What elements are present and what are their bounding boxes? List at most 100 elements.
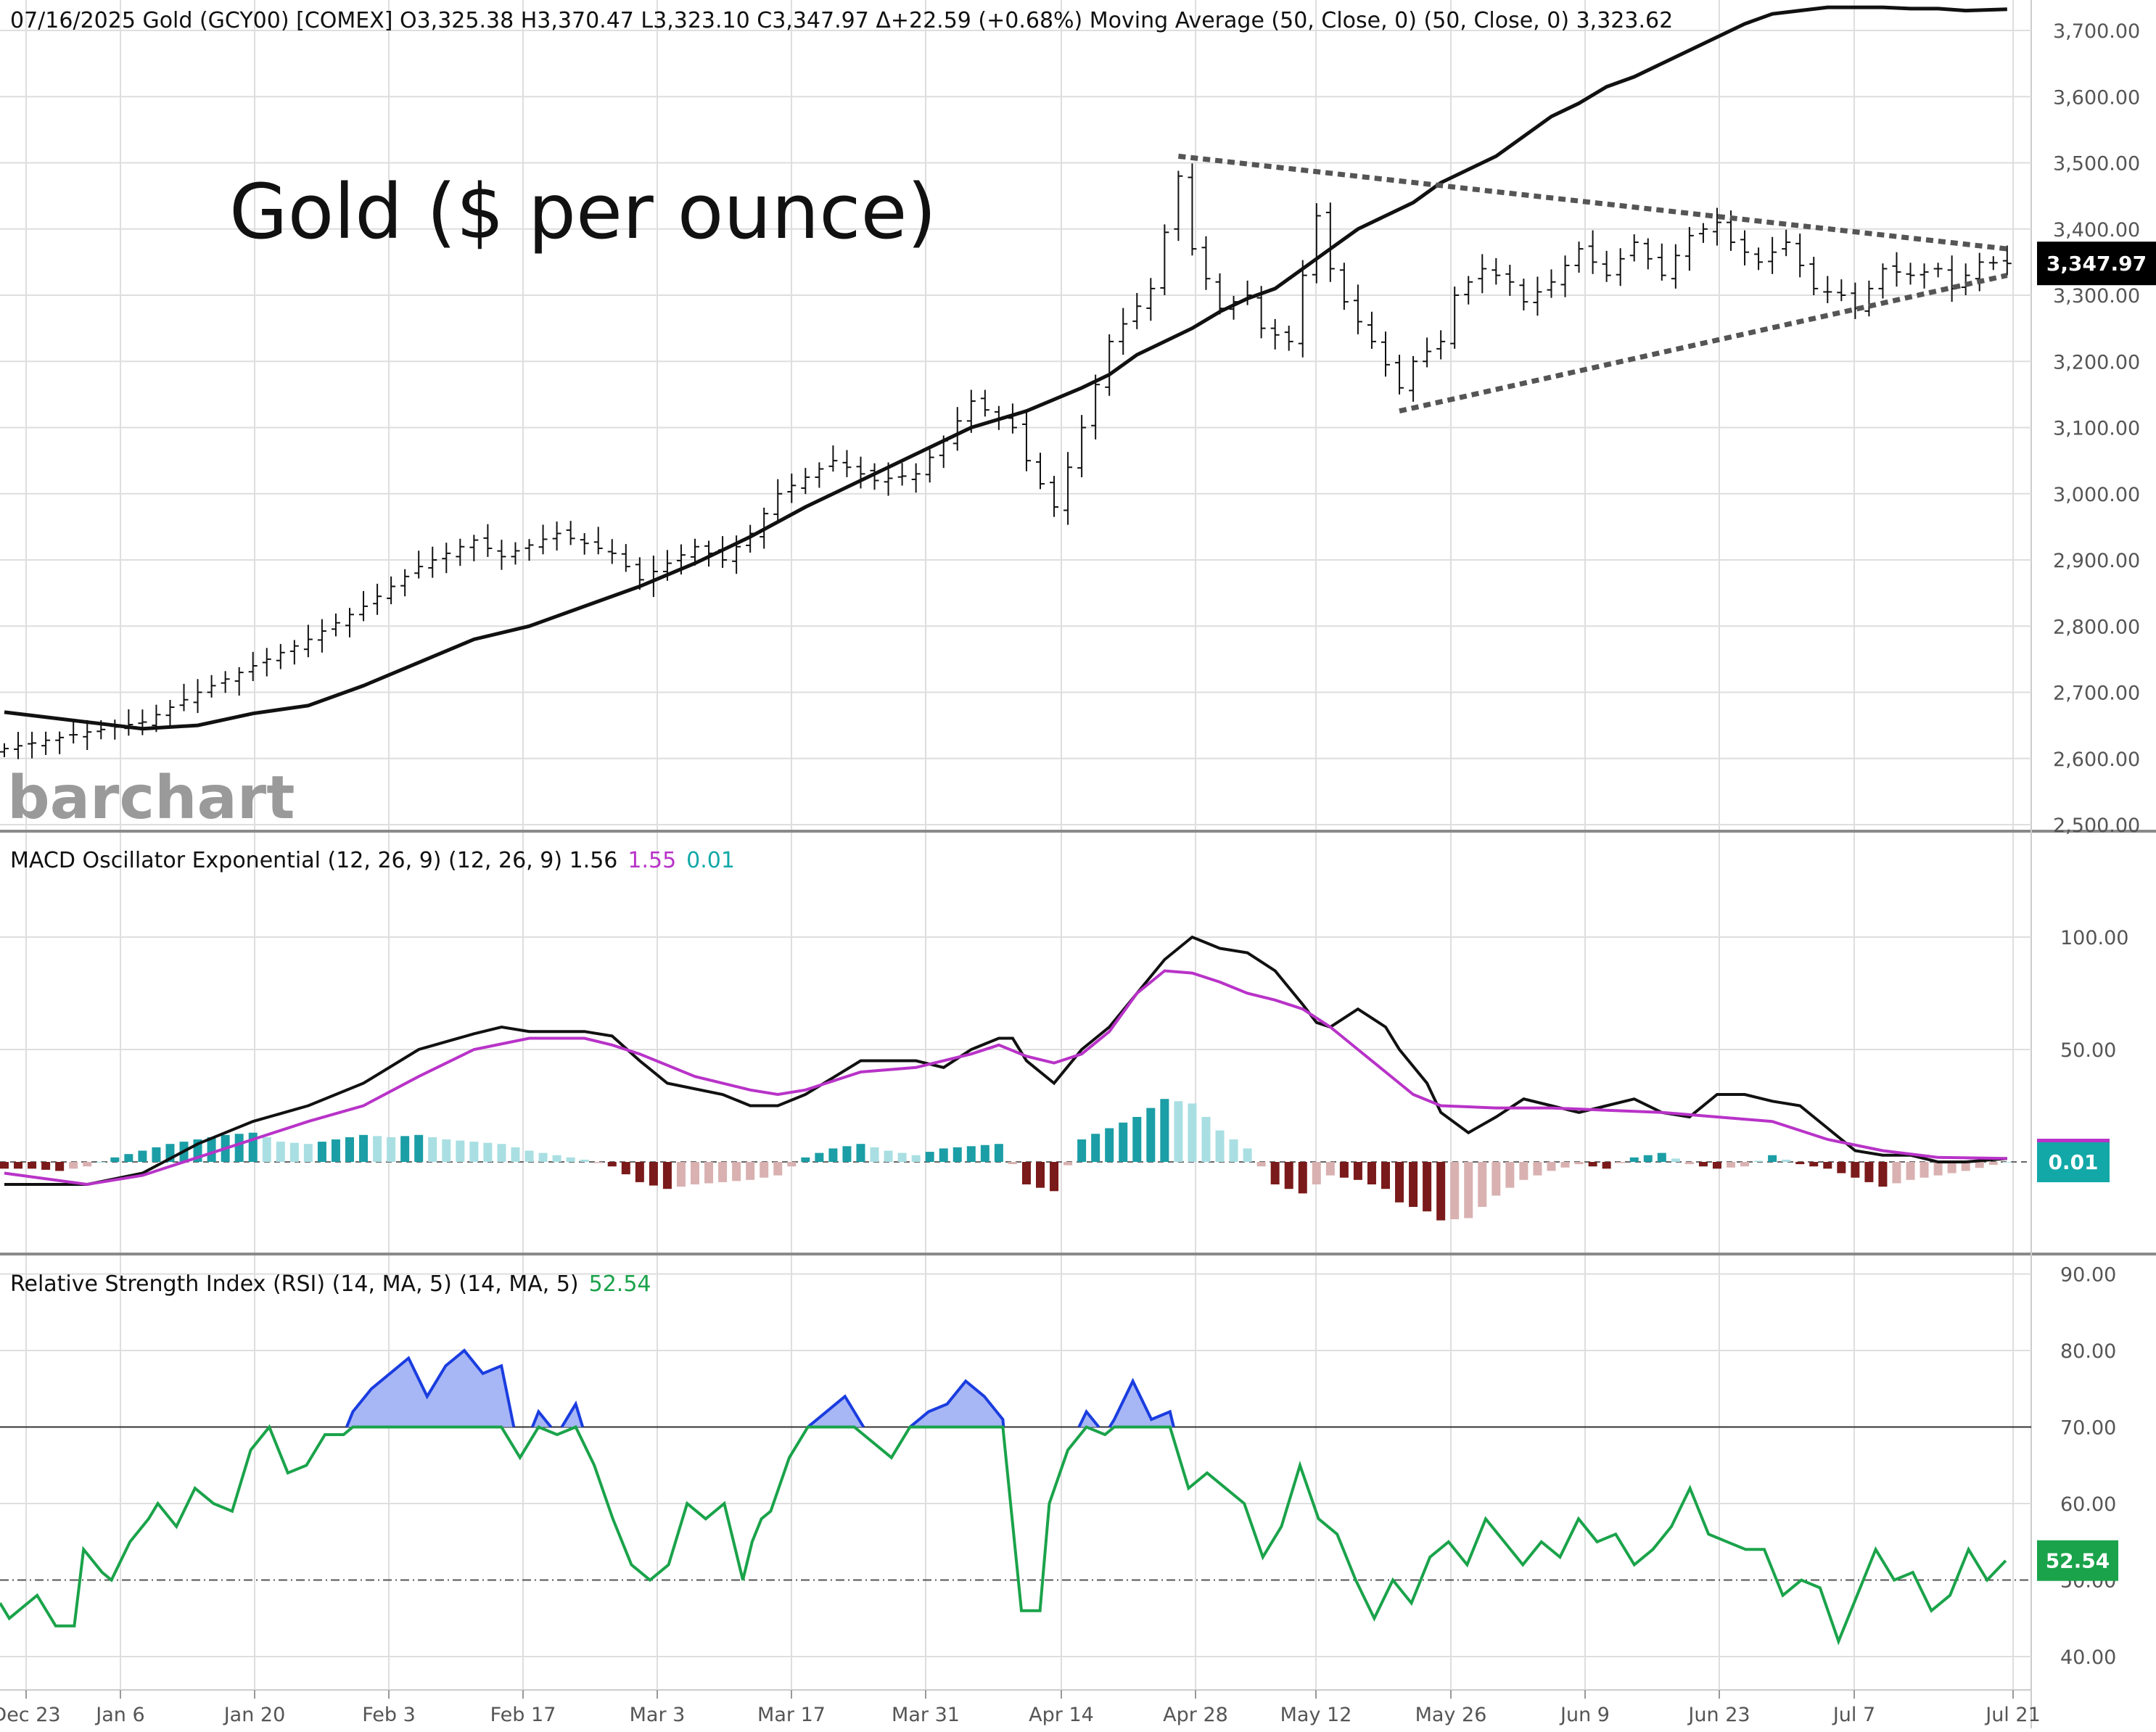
macd-histogram-bar: [580, 1159, 589, 1162]
macd-histogram-bar: [691, 1162, 699, 1184]
macd-histogram-bar: [980, 1145, 989, 1162]
macd-histogram-bar: [152, 1147, 161, 1162]
macd-histogram-bar: [1270, 1162, 1280, 1184]
rsi-tick-label: 90.00: [2060, 1264, 2116, 1287]
macd-histogram-bar: [1201, 1117, 1211, 1162]
macd-histogram-bar: [1740, 1162, 1750, 1167]
macd-histogram-bar: [1657, 1152, 1666, 1162]
macd-histogram-bar: [607, 1162, 617, 1167]
x-tick-label: Mar 17: [757, 1704, 826, 1726]
macd-histogram-bar: [1864, 1162, 1874, 1182]
rsi-overbought-fill: [346, 1350, 514, 1427]
macd-histogram-bar: [469, 1142, 479, 1162]
x-tick-label: Feb 3: [362, 1704, 416, 1726]
macd-histogram-bar: [870, 1147, 879, 1162]
macd-histogram-bar: [1298, 1162, 1307, 1194]
rsi-line: [0, 1424, 2007, 1646]
rsi-overbought-line-segment: [909, 1379, 1005, 1429]
macd-histogram-bar: [1284, 1162, 1293, 1189]
price-tick-label: 3,500.00: [2053, 153, 2140, 176]
macd-histogram-bar: [110, 1157, 120, 1162]
macd-histogram-bar: [14, 1162, 23, 1169]
macd-histogram-bar: [704, 1162, 714, 1184]
macd-histogram-bar: [1505, 1162, 1515, 1188]
macd-histogram-bar: [414, 1134, 424, 1162]
macd-histogram-bar: [1325, 1162, 1335, 1176]
macd-histogram-bar: [649, 1162, 658, 1186]
rsi-header-label: Relative Strength Index (RSI) (14, MA, 5…: [10, 1271, 579, 1297]
macd-histogram-bar: [124, 1154, 133, 1162]
price-tick-label: 2,900.00: [2053, 550, 2140, 572]
y-axis: 3,700.00 3,600.00 3,500.00 3,400.00 3,300.00…: [2037, 20, 2156, 1669]
trendline-upper: [1178, 153, 2008, 252]
macd-histogram-bar: [1215, 1130, 1225, 1162]
macd-hist-value: 0.01: [686, 848, 735, 873]
macd-histogram-bar: [538, 1152, 548, 1162]
quote-header: 07/16/2025 Gold (GCY00) [COMEX] O3,325.3…: [10, 8, 1673, 33]
macd-histogram-bar: [1063, 1162, 1073, 1166]
macd-histogram-bar: [1091, 1134, 1100, 1162]
watermark-logo: barchart: [7, 764, 295, 833]
macd-histogram-bar: [1809, 1162, 1819, 1167]
macd-histogram-bar: [635, 1162, 644, 1182]
macd-histogram-bar: [621, 1162, 630, 1175]
price-tick-label: 2,500.00: [2053, 815, 2140, 837]
macd-histogram-bar: [1436, 1162, 1446, 1221]
macd-histogram-bar: [952, 1147, 962, 1162]
rsi-tick-label: 80.00: [2060, 1340, 2116, 1363]
macd-histogram-bar: [842, 1146, 852, 1162]
macd-histogram-bar: [1602, 1162, 1611, 1169]
macd-histogram-bar: [897, 1152, 907, 1162]
macd-histogram-bar: [1050, 1162, 1059, 1192]
macd-histogram-bar: [0, 1162, 9, 1169]
macd-histogram-bar: [746, 1162, 755, 1180]
price-tick-label: 3,300.00: [2053, 285, 2140, 308]
macd-histogram-bar: [1768, 1155, 1777, 1162]
macd-histogram-bar: [1795, 1162, 1805, 1165]
macd-histogram-bar: [1988, 1162, 1998, 1166]
macd-histogram-bar: [1961, 1162, 1970, 1171]
macd-histogram-bar: [1036, 1162, 1045, 1188]
x-tick-label: Apr 28: [1163, 1704, 1228, 1726]
macd-histogram-bar: [718, 1162, 728, 1182]
rsi-tick-label: 70.00: [2060, 1417, 2116, 1440]
macd-histogram-bar: [828, 1148, 838, 1162]
macd-histogram-bar: [234, 1134, 244, 1162]
macd-histogram-bar: [662, 1162, 672, 1189]
macd-histogram-bar: [1381, 1162, 1390, 1189]
price-tick-label: 2,700.00: [2053, 683, 2140, 705]
macd-header-label: MACD Oscillator Exponential (12, 26, 9) …: [10, 848, 617, 873]
x-tick-label: Apr 14: [1029, 1704, 1094, 1726]
rsi-overbought-line-segment: [1077, 1409, 1100, 1428]
macd-tick-label: 50.00: [2060, 1039, 2116, 1062]
macd-histogram-bar: [1423, 1162, 1432, 1212]
macd-histogram-bar: [511, 1147, 520, 1162]
x-tick-label: May 26: [1415, 1704, 1487, 1726]
macd-histogram-bar: [1671, 1158, 1680, 1162]
rsi-overbought-line-segment: [345, 1348, 516, 1428]
macd-histogram-bar: [1712, 1162, 1721, 1169]
macd-histogram-bar: [1851, 1162, 1860, 1178]
rsi-header: Relative Strength Index (RSI) (14, MA, 5…: [10, 1271, 651, 1297]
macd-histogram-bar: [1188, 1103, 1197, 1162]
macd-line: [4, 935, 2007, 1186]
macd-histogram-bar: [497, 1144, 506, 1162]
rsi-overbought-fill: [910, 1381, 1004, 1427]
macd-histogram-bar: [1519, 1162, 1528, 1180]
rsi-overbought-line-segment: [531, 1409, 553, 1428]
macd-signal-line: [4, 969, 2007, 1187]
macd-histogram-bar: [1395, 1162, 1404, 1203]
rsi-overbought-line-segment: [1108, 1377, 1175, 1428]
x-tick-label: Jun 9: [1559, 1704, 1610, 1726]
macd-histogram-bar: [359, 1134, 369, 1162]
macd-histogram-bar: [1160, 1099, 1169, 1162]
rsi-overbought-line-segment: [807, 1394, 865, 1429]
macd-histogram-bar: [732, 1162, 741, 1182]
x-tick-label: Jun 23: [1687, 1704, 1750, 1726]
macd-value-label: 0.01: [2048, 1150, 2098, 1174]
macd-histogram-bar: [1533, 1162, 1542, 1176]
macd-panel: [0, 935, 2031, 1221]
macd-histogram-bar: [1229, 1139, 1238, 1162]
